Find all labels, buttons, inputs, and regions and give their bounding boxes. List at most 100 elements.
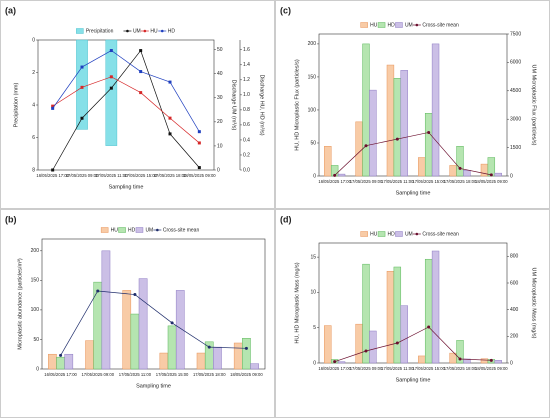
line [52,50,200,132]
bar [386,270,395,364]
y3-axis-label: Discharge HU, HD (m³/s) [259,74,265,135]
legend-label: Precipitation [86,28,114,34]
bar [48,353,57,370]
bar [105,39,118,146]
bar [418,157,426,177]
legend-swatch [377,231,386,237]
y-tick-label: 0 [36,366,39,372]
x-tick-label: 17/05/2025 09:00 [350,179,383,184]
legend-label: HU [150,28,158,34]
x-tick-label: 17/05/2025 15:00 [412,179,445,184]
marker [244,346,248,350]
panel-border [275,209,550,418]
y2-tick-label: 4500 [510,88,521,94]
bar [337,173,346,177]
legend-label: UM [145,227,153,233]
legend-label: UM [405,231,413,237]
y2-tick-label: 6000 [510,60,521,66]
legend-label: Cross-site mean [163,227,200,233]
marker [364,349,368,353]
bar [431,43,440,177]
x-axis-label: Sampling time [396,377,431,383]
y2-axis-label: UM Microplastic Mass (mg/s) [531,268,537,339]
legend-label: UM [133,28,141,34]
line [52,76,200,144]
bar [93,281,103,370]
x-tick-label: 17/05/2025 09:00 [66,173,99,178]
bar [213,346,222,370]
y2-axis-label: UM Microplastic Flux (particles/s) [531,65,537,146]
legend-swatch [135,227,144,233]
x-tick-label: 17/05/2025 11:00 [381,366,414,371]
panel: (b) 0 50 100 150 200 Microplastic abundance (p… [0,209,275,418]
legend-swatch [377,22,386,28]
bar [138,278,148,370]
y-tick-label: 50 [310,140,316,146]
y2-tick-label: 50 [217,47,223,53]
y-tick-label: 200 [31,248,40,254]
y3-tick-label: 0.6 [243,122,250,128]
marker [59,353,63,357]
legend-label: HD [388,231,396,237]
bar [487,157,496,177]
marker [168,80,172,84]
bar [324,325,332,364]
y-tick-label: 5 [313,325,316,331]
plot-frame [41,238,266,370]
panel: (d) 0 5 10 15 0 200 400 600 800 HU, HD Microplasti… [275,209,550,418]
bar [393,78,402,177]
x-tick-label: 16/05/2025 17:00 [36,173,69,178]
marker [458,357,462,361]
bar [456,340,464,364]
legend-swatch [360,22,368,28]
line [334,132,492,176]
x-tick-label: 17/05/2025 18:00 [154,173,187,178]
y2-tick-label: 0 [510,173,513,179]
legend-label: HD [388,22,396,28]
marker [109,75,113,79]
marker [133,293,137,297]
bar [463,170,471,177]
x-tick-label: 17/05/2025 15:00 [156,372,189,377]
y-axis-label: HU, HD Microplastic Flux (particles/s) [294,59,300,151]
y-tick-label: 2 [32,70,35,76]
x-tick-label: 17/05/2025 09:00 [81,372,114,377]
y-tick-label: 100 [31,307,40,313]
marker [96,289,100,293]
y2-tick-label: 400 [510,307,519,313]
bar [56,356,65,370]
legend-label: HD [168,28,176,34]
marker [395,341,399,345]
x-axis-label: Sampling time [109,184,144,190]
y3-tick-label: 1.4 [243,62,250,68]
y-tick-label: 0 [32,37,35,43]
bar [386,64,395,177]
panel: (a) 0 2 4 6 8 0 10 20 30 40 50 0.0 0.2 0.4 0.6 0.8 1.0 1.2… [0,0,275,209]
y2-tick-label: 0 [510,360,513,366]
marker [109,49,113,53]
bar [250,363,259,370]
legend-label: HD [128,227,136,233]
marker [51,104,55,108]
y2-tick-label: 30 [217,95,223,101]
x-tick-label: 17/05/2025 15:00 [124,173,157,178]
marker [168,116,172,120]
bar [355,323,363,364]
bar [400,305,408,364]
marker [80,85,84,89]
x-tick-label: 17/05/2025 11:00 [381,179,414,184]
y-tick-label: 6 [32,135,35,141]
marker [197,130,201,134]
bar [233,342,243,370]
panel-label: (c) [280,5,291,15]
y-axis-label: HU, HD Microplastic Mass (mg/s) [294,262,300,343]
marker [489,173,493,177]
plot-frame [37,39,215,171]
y2-tick-label: 10 [217,143,223,149]
y2-tick-label: 800 [510,254,519,260]
legend-swatch [415,232,419,236]
legend-swatch [100,227,109,233]
y-tick-label: 15 [310,254,316,260]
bar [324,146,332,177]
panel: (c) 0 50 100 150 200 0 1500 3000 4500 6000 7500 HU, … [275,0,550,209]
